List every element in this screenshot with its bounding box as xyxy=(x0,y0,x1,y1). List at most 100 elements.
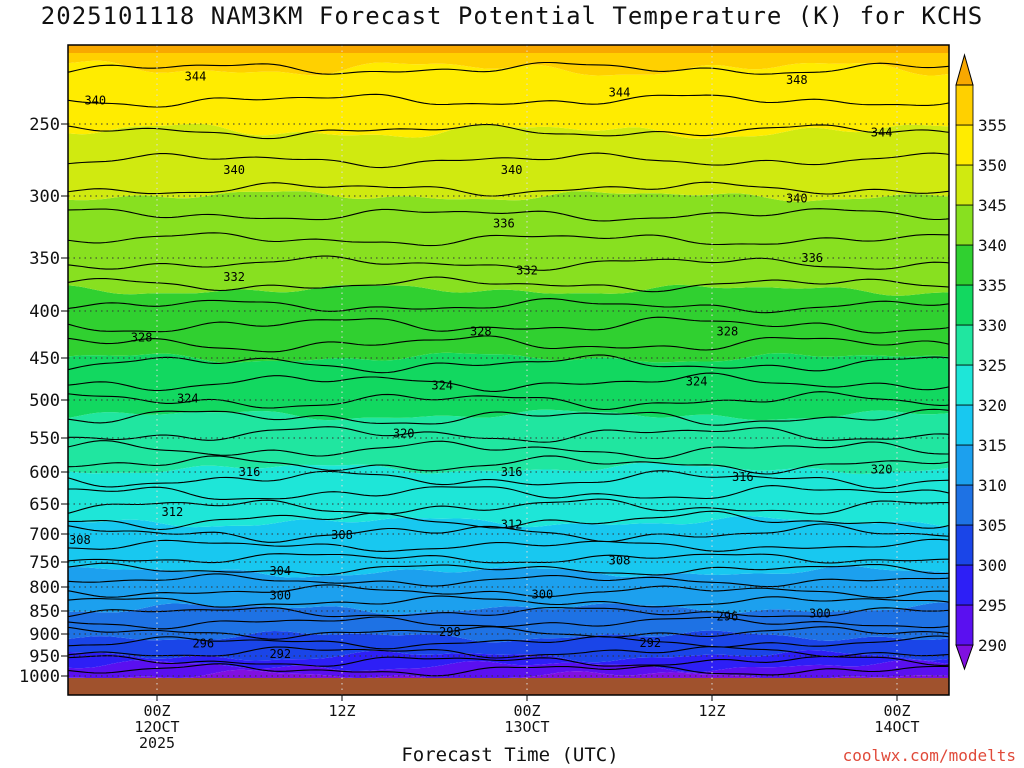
isotherm-line xyxy=(68,523,949,543)
contour-label: 320 xyxy=(393,426,415,440)
y-tick-label: 700 xyxy=(29,525,60,545)
isotherm-line xyxy=(68,255,949,271)
color-band-8 xyxy=(68,409,949,474)
x-tick-label: 00Z xyxy=(513,702,540,720)
contour-label: 340 xyxy=(501,163,523,177)
isotherm-line xyxy=(68,354,949,374)
colorbar-label: 290 xyxy=(978,636,1007,655)
contour-label: 328 xyxy=(717,325,739,339)
contour-label: 312 xyxy=(162,505,184,519)
x-tick-label: 00Z xyxy=(883,702,910,720)
isotherm-line xyxy=(68,485,949,500)
isotherm-line xyxy=(68,426,949,443)
contour-label: 308 xyxy=(331,528,353,542)
contour-label: 340 xyxy=(223,163,245,177)
colorbar-swatch xyxy=(955,604,974,646)
contour-label: 344 xyxy=(185,70,207,84)
isotherm-line xyxy=(68,573,949,588)
colorbar-swatch xyxy=(955,524,974,566)
color-band-top xyxy=(68,45,949,53)
isotherm-line xyxy=(68,498,949,515)
isotherm-line xyxy=(68,455,949,475)
colorbar-swatch xyxy=(955,324,974,366)
credit-link[interactable]: coolwx.com/modelts xyxy=(842,746,1016,765)
isotherm-line xyxy=(68,232,949,247)
colorbar-swatch xyxy=(955,284,974,326)
contour-label: 336 xyxy=(493,216,515,230)
isotherm-line xyxy=(68,616,949,630)
contour-label: 312 xyxy=(501,517,523,531)
y-axis-ticks: 250 300 350 400 450 500 550 600 650 700 750 800 850 9… xyxy=(19,115,68,687)
isotherm-line xyxy=(68,408,949,426)
contour-label: 292 xyxy=(639,636,661,650)
contour-label: 300 xyxy=(809,606,831,620)
color-band-7 xyxy=(68,462,949,528)
isotherm-line xyxy=(68,391,949,411)
isotherm-line xyxy=(68,93,949,108)
color-band-1 xyxy=(68,659,949,683)
y-tick-label: 600 xyxy=(29,463,60,483)
y-tick-label: 450 xyxy=(29,349,60,369)
colorbar-label: 355 xyxy=(978,116,1007,135)
contour-label: 328 xyxy=(131,330,153,344)
isotherm-line xyxy=(68,298,949,314)
colorbar: 290 295 300 305 310 315 320 325 330 335 340 345 350 3… xyxy=(955,53,1007,671)
x-tick-label: 14OCT xyxy=(874,718,919,736)
x-tick-label: 12Z xyxy=(328,702,355,720)
isotherm-line xyxy=(68,372,949,392)
color-band-12 xyxy=(68,123,949,202)
colorbar-label: 340 xyxy=(978,236,1007,255)
colorbar-label: 300 xyxy=(978,556,1007,575)
x-tick-label: 13OCT xyxy=(504,718,549,736)
isotherm-line xyxy=(68,584,949,599)
contour-label: 324 xyxy=(686,375,708,389)
x-tick-label: 12OCT xyxy=(134,718,179,736)
color-band-13 xyxy=(68,60,949,139)
y-tick-label: 900 xyxy=(29,625,60,645)
isotherm-line xyxy=(68,470,949,489)
colorbar-upper-arrow xyxy=(955,53,974,86)
isotherm-line xyxy=(68,335,949,353)
isotherm-line xyxy=(68,595,949,608)
colorbar-swatch xyxy=(955,404,974,446)
isotherm-line xyxy=(68,123,949,140)
colorbar-label: 345 xyxy=(978,196,1007,215)
isotherm-line xyxy=(68,626,949,640)
colorbar-swatch xyxy=(955,484,974,526)
y-tick-label: 850 xyxy=(29,602,60,622)
contour-label: 324 xyxy=(177,391,199,405)
colorbar-label: 320 xyxy=(978,396,1007,415)
colorbar-label: 305 xyxy=(978,516,1007,535)
contour-label: 344 xyxy=(871,126,893,140)
contour-label: 324 xyxy=(431,379,453,393)
colorbar-swatch xyxy=(955,564,974,606)
contour-label: 316 xyxy=(239,465,261,479)
colorbar-label: 350 xyxy=(978,156,1007,175)
contour-label: 308 xyxy=(69,533,91,547)
isotherm-line xyxy=(68,276,949,293)
isotherm-line xyxy=(68,510,949,531)
contour-label: 332 xyxy=(516,264,538,278)
contour-label: 348 xyxy=(786,73,808,87)
y-tick-label: 300 xyxy=(29,187,60,207)
contour-label: 298 xyxy=(439,625,461,639)
contour-label: 320 xyxy=(871,462,893,476)
isotherm-line xyxy=(68,655,949,667)
colorbar-label: 335 xyxy=(978,276,1007,295)
contour-label: 304 xyxy=(269,564,291,578)
contour-label: 296 xyxy=(192,637,214,651)
isotherm-line xyxy=(68,635,949,650)
contour-label: 332 xyxy=(223,270,245,284)
color-band-11 xyxy=(68,191,949,296)
y-tick-label: 400 xyxy=(29,302,60,322)
contour-label: 316 xyxy=(732,470,754,484)
x-tick-label: 2025 xyxy=(139,734,175,752)
isotherm-lines xyxy=(68,61,949,677)
isotherm-line xyxy=(68,606,949,618)
contour-label: 292 xyxy=(269,647,291,661)
y-tick-label: 250 xyxy=(29,115,60,135)
isotherm-line xyxy=(68,152,949,169)
isotherm-line xyxy=(68,61,949,75)
contour-label: 300 xyxy=(532,588,554,602)
isotherm-line xyxy=(68,562,949,576)
